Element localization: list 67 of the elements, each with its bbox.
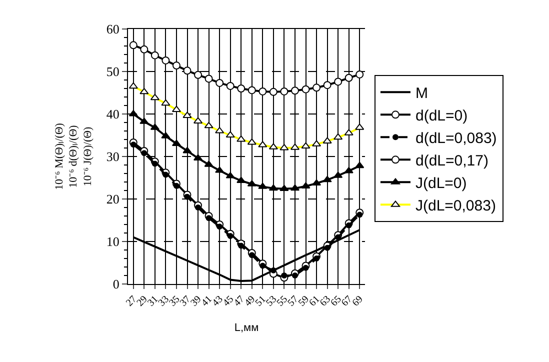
point: [302, 264, 309, 271]
point: [216, 78, 224, 87]
point: [312, 84, 321, 92]
legend-label: d(dL=0,17): [415, 152, 488, 170]
point: [162, 56, 170, 64]
legend-label: J(dL=0,083): [415, 198, 496, 214]
point: [323, 81, 332, 90]
point: [314, 256, 320, 262]
point: [335, 234, 342, 240]
y-tick-label: 20: [106, 192, 120, 207]
point: [292, 272, 298, 278]
point: [172, 62, 180, 70]
point: [152, 160, 158, 167]
point: [173, 182, 180, 189]
point: [280, 184, 289, 192]
point: [183, 66, 192, 75]
point: [204, 74, 213, 83]
point: [268, 184, 278, 191]
point: [355, 162, 364, 168]
point: [302, 85, 310, 94]
y-tick-label: 60: [106, 22, 120, 37]
point: [356, 70, 364, 78]
point: [184, 194, 190, 200]
point: [260, 262, 266, 269]
x-axis-title: L,мм: [234, 322, 259, 334]
point: [194, 70, 202, 79]
point: [195, 204, 202, 210]
point: [141, 150, 148, 156]
point: [162, 172, 169, 178]
point: [248, 86, 256, 94]
point: [269, 88, 278, 96]
point: [130, 142, 136, 148]
point: [258, 87, 267, 96]
point: [356, 212, 363, 218]
y-tick-label: 10: [106, 234, 120, 250]
point: [238, 242, 244, 249]
point: [216, 224, 223, 230]
point: [322, 176, 332, 182]
legend-label: J(dL=0): [415, 175, 467, 192]
point: [237, 84, 246, 92]
legend-label: d(dL=0,083): [415, 130, 497, 147]
point: [129, 41, 138, 50]
y-tick-label: 50: [106, 64, 120, 80]
point: [206, 215, 212, 222]
point: [344, 74, 353, 82]
x-tick-label: 69: [350, 294, 366, 309]
point: [280, 87, 288, 96]
point: [290, 86, 299, 95]
point: [182, 146, 192, 154]
point: [344, 166, 354, 174]
point: [334, 78, 342, 86]
y-tick-label: 40: [106, 106, 120, 122]
point: [227, 232, 234, 239]
point: [226, 82, 234, 90]
point: [150, 51, 159, 60]
y-tick-label: 0: [112, 276, 120, 292]
y-tick-label: 30: [106, 149, 120, 164]
point: [346, 222, 352, 228]
point: [140, 45, 148, 54]
point: [281, 272, 288, 278]
legend-label: M: [415, 85, 428, 102]
y-axis-title: 10⁻⁶ M(Θ)ₗ/(Θ) 10⁻⁶ d(Θ)ₗ/(Θ) 10⁻⁶ J(Θ)/(Θ): [53, 122, 94, 190]
point: [312, 179, 322, 186]
legend-label: d(dL=0): [415, 108, 468, 124]
point: [290, 184, 300, 191]
point: [248, 252, 255, 258]
point: [324, 244, 330, 251]
